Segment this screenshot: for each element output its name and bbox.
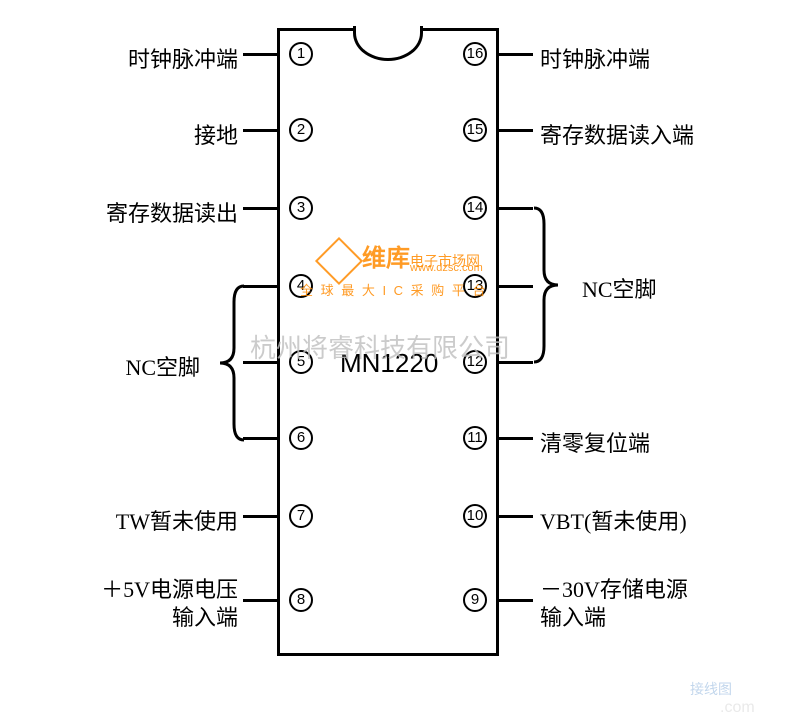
pin-circle-3: 3: [289, 196, 313, 220]
pin-circle-11: 11: [463, 426, 487, 450]
lead-right-15: [499, 129, 533, 132]
pin9-text: －30V存储电源输入端: [540, 577, 688, 630]
lead-left-6: [243, 437, 277, 440]
svg-text:接线图: 接线图: [690, 681, 732, 698]
right-group-label: NC空脚: [582, 272, 657, 304]
lead-left-7: [243, 515, 277, 518]
watermark-jxt-icon: 接线图 .com: [690, 678, 790, 718]
pin-label-2: 接地: [194, 118, 238, 150]
lead-left-1: [243, 53, 277, 56]
pin-label-8: ＋5V电源电压输入端: [101, 576, 238, 631]
right-bracket: [532, 192, 576, 378]
pin8-line1: ＋5V电源电压输入端: [101, 577, 238, 630]
lead-left-8: [243, 599, 277, 602]
watermark-gray: 杭州将睿科技有限公司: [250, 328, 510, 365]
pin-label-7: TW暂未使用: [116, 504, 238, 536]
watermark-url: www.dzsc.com: [410, 262, 483, 274]
pin-label-9: －30V存储电源输入端: [540, 576, 688, 631]
pin-circle-8: 8: [289, 588, 313, 612]
lead-right-16: [499, 53, 533, 56]
pin-circle-1: 1: [289, 42, 313, 66]
pin-circle-6: 6: [289, 426, 313, 450]
pin-circle-16: 16: [463, 42, 487, 66]
pin-label-3: 寄存数据读出: [106, 196, 238, 228]
pin-label-10: VBT(暂未使用): [540, 504, 687, 536]
lead-right-13: [499, 285, 533, 288]
left-bracket: [202, 270, 246, 456]
diagram-root: MN1220 1 时钟脉冲端 2 接地 3 寄存数据读出 4 5 6 7 TW暂…: [0, 0, 800, 722]
watermark-sub: 全 球 最 大 I C 采 购 平 台: [300, 280, 488, 299]
svg-text:.com: .com: [720, 699, 755, 716]
pin-circle-14: 14: [463, 196, 487, 220]
lead-right-14: [499, 207, 533, 210]
pin-circle-2: 2: [289, 118, 313, 142]
lead-right-9: [499, 599, 533, 602]
lead-left-3: [243, 207, 277, 210]
wm-main-text: 维库: [362, 245, 410, 272]
pin-label-11: 清零复位端: [540, 426, 650, 458]
pin-circle-7: 7: [289, 504, 313, 528]
left-group-label: NC空脚: [125, 350, 200, 382]
lead-left-4: [243, 285, 277, 288]
pin-circle-15: 15: [463, 118, 487, 142]
lead-right-11: [499, 437, 533, 440]
lead-right-10: [499, 515, 533, 518]
pin-label-15: 寄存数据读入端: [540, 118, 694, 150]
pin-circle-10: 10: [463, 504, 487, 528]
pin-label-16: 时钟脉冲端: [540, 42, 650, 74]
pin-circle-9: 9: [463, 588, 487, 612]
lead-left-2: [243, 129, 277, 132]
pin-label-1: 时钟脉冲端: [128, 42, 238, 74]
